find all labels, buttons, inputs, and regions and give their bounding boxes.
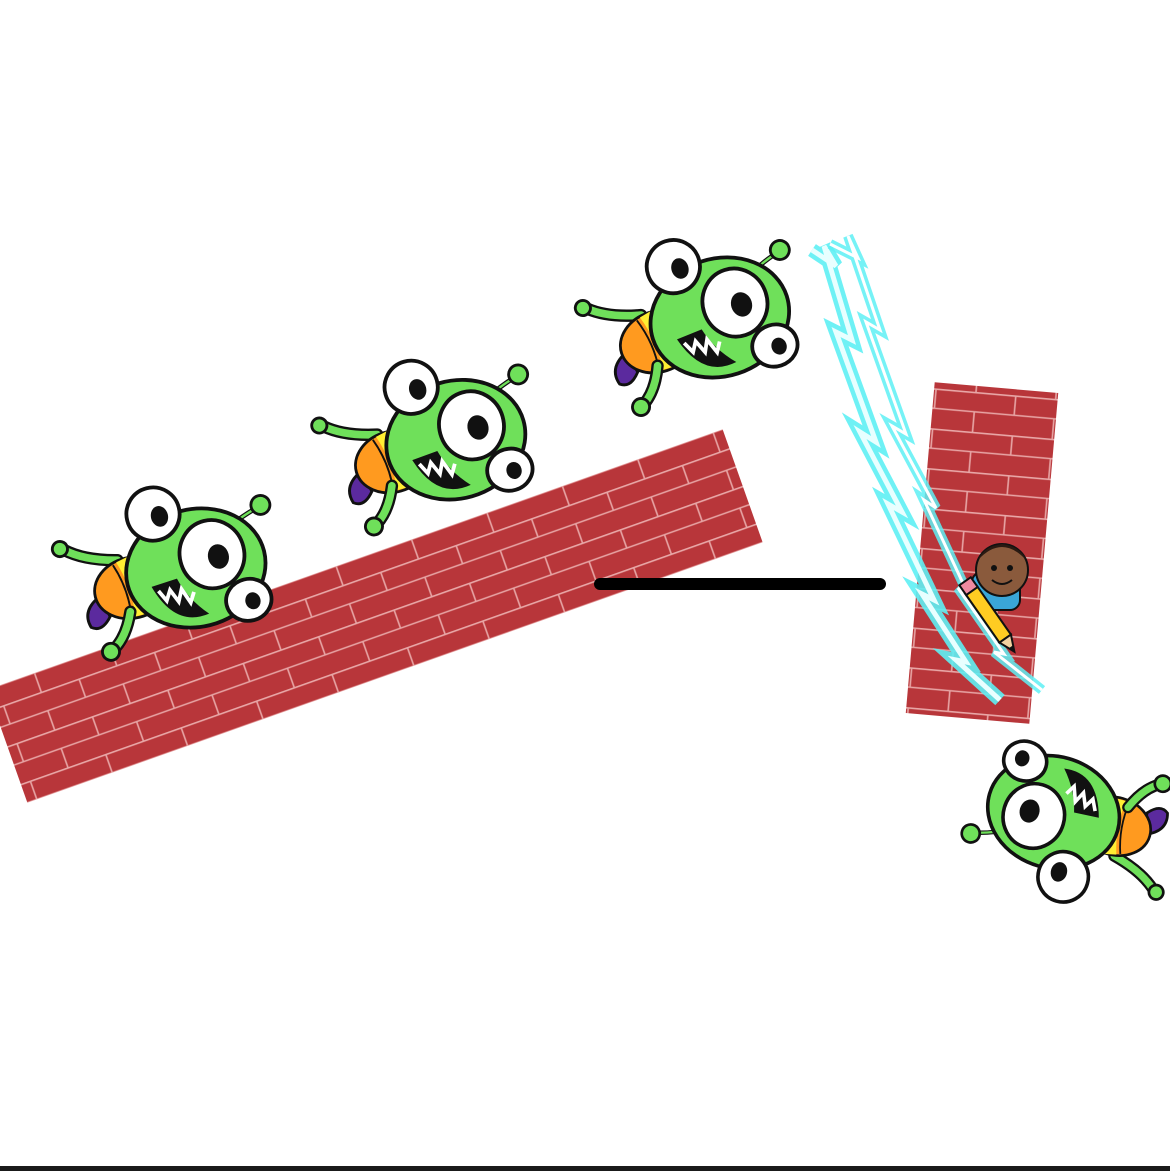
alien-character[interactable] <box>951 726 1170 929</box>
lightning-bolt-icon <box>808 233 1046 706</box>
alien-character[interactable] <box>564 206 824 426</box>
brick-ramp[interactable] <box>0 429 763 803</box>
bottom-edge-bar <box>0 1166 1170 1171</box>
pencil-icon <box>957 575 1016 654</box>
